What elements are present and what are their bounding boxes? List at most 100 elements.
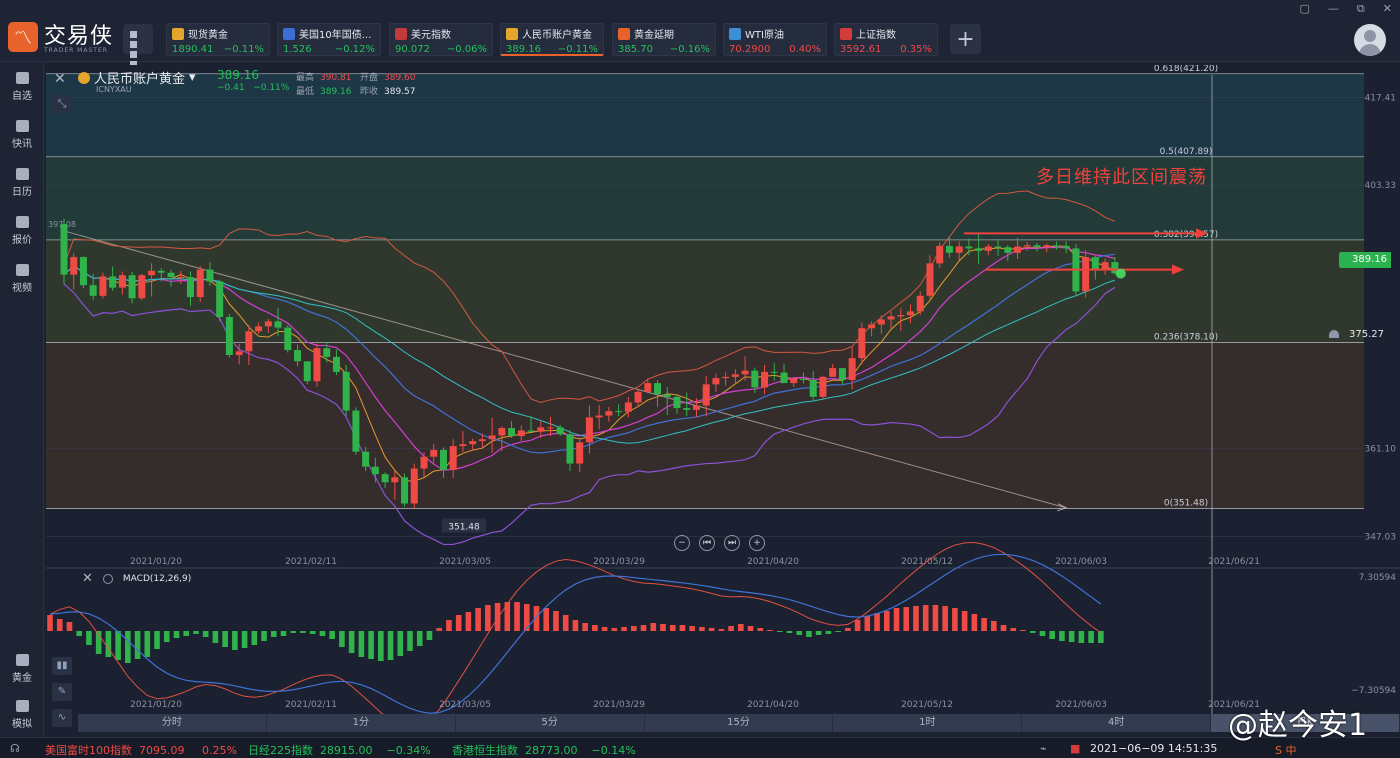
candle-body [313,348,321,382]
ime-indicator[interactable]: S 中 [1275,744,1297,757]
minimize-icon[interactable]: — [1327,2,1339,15]
sidebar-item-video[interactable]: 视频 [0,264,44,294]
macd-bar [358,631,365,657]
symbol-name[interactable]: 人民币账户黄金 ▾ [78,68,196,87]
left-sidebar: 自选 快讯 日历 报价 视频 黄金 模拟 [0,62,44,737]
pen-icon[interactable]: ✎ [52,683,72,701]
close-window-icon[interactable]: ✕ [1382,2,1392,15]
ticker-label: 现货黄金 [188,30,228,41]
macd-bar [718,629,725,631]
ohlc-label: 开盘 [360,73,379,83]
candle-body [537,427,545,432]
candle-body [1052,245,1060,247]
price-alert-tag[interactable]: 375.27 [1329,329,1384,340]
scroll-right-icon[interactable]: ⏭ [724,535,740,551]
status-item-nikkei[interactable]: 日经225指数 28915.00 −0.34% [248,742,431,758]
macd-dif-line [49,541,1102,727]
macd-bar [1010,628,1017,631]
ticker-values: 385.70 −0.16% [618,44,710,55]
macd-x-tick-label: 2021/05/12 [901,700,953,710]
app-logo[interactable]: 〽 交易侠 TRADER MASTER [8,22,114,54]
candle-body [371,466,379,475]
ohlc-low: 最低 389.16 [296,84,352,97]
period-tabs: 分时 1分 5分 15分 1时 4时 日K [78,714,1400,732]
macd-bar [261,631,267,641]
sidebar-item-news[interactable]: 快讯 [0,120,44,150]
drawing-tool-icon[interactable]: ⤡ [52,95,72,113]
ticker-card[interactable]: 人民币账户黄金 389.16 −0.11% [500,23,604,56]
candle-body [1091,257,1099,271]
y-tick-label: 417.41 [1365,93,1397,103]
layout-grid-button[interactable] [123,24,153,68]
close-indicator-icon[interactable]: ✕ [82,571,93,586]
macd-bar [56,619,63,631]
scroll-left-icon[interactable]: ⏮ [699,535,715,551]
candle-body [790,378,798,384]
ticker-card[interactable]: 黄金延期 385.70 −0.16% [612,23,716,56]
macd-bar [465,612,472,631]
zoom-in-icon[interactable]: + [749,535,765,551]
sidebar-item-label: 黄金 [12,673,32,684]
macd-bar [494,603,501,631]
macd-bar [1020,630,1026,631]
ohlc-value: 390.81 [320,73,352,83]
macd-bar [699,627,705,631]
ticker-card[interactable]: 上证指数 3592.61 0.35% [834,23,938,56]
headset-icon[interactable]: ☊ [10,742,20,755]
change-pct: −0.11% [253,83,290,93]
candle-body [936,245,944,264]
status-item-hangseng[interactable]: 香港恒生指数 28773.00 −0.14% [452,742,636,758]
range-top-arrowhead [1196,228,1208,239]
ticker-name: 美元指数 [395,26,487,41]
restore-icon[interactable]: ⧉ [1356,2,1365,15]
period-tab[interactable]: 1时 [833,714,1023,732]
ticker-card[interactable]: 现货黄金 1890.41 −0.11% [166,23,270,56]
ohlc-value: 389.57 [384,87,416,97]
zoom-out-icon[interactable]: − [674,535,690,551]
ticker-card[interactable]: 美元指数 90.072 −0.06% [389,23,493,56]
ticker-change: −0.11% [557,44,598,55]
period-tab[interactable]: 4时 [1022,714,1212,732]
indicator-chart-icon[interactable]: ▮▮ [52,657,72,675]
candle-body [712,378,720,385]
macd-bar [222,631,228,647]
sidebar-item-quote[interactable]: 报价 [0,216,44,246]
macd-bar [543,608,550,631]
ticker-values: 389.16 −0.11% [506,44,598,55]
sidebar-item-calendar[interactable]: 日历 [0,168,44,198]
x-tick-label: 2021/04/20 [747,557,799,567]
ticker-name: 上证指数 [840,26,932,41]
period-tab[interactable]: 分时 [78,714,267,732]
ticker-price: 1890.41 [172,44,214,55]
macd-bar [514,602,520,631]
macd-bar [86,631,92,645]
close-chart-icon[interactable]: ✕ [54,71,66,87]
candle-body [1062,245,1070,249]
macd-bar [202,631,209,637]
chart-canvas[interactable]: 0.618(421.20) 0.5(407.89) 0.382(394.57) 0.2… [46,65,1400,737]
macd-bar [553,611,559,631]
window-mode-icon[interactable]: ▢ [1299,2,1310,15]
status-item-ftse[interactable]: 美国富时100指数 7095.09 0.25% [45,742,237,758]
macd-bar [952,608,958,631]
x-tick-label: 2021/01/20 [130,557,182,567]
add-ticker-button[interactable]: + [950,24,981,54]
ticker-card[interactable]: WTI原油 70.2900 0.40% [723,23,827,56]
line-chart-icon[interactable]: ∿ [52,709,72,727]
symbol-change: −0.41 −0.11% [217,83,289,93]
period-tab[interactable]: 1分 [267,714,456,732]
sidebar-item-simulate[interactable]: 模拟 [0,700,44,730]
ticker-card[interactable]: 美国10年国债... 1.526 −0.12% [277,23,381,56]
user-avatar[interactable] [1354,24,1386,56]
sidebar-item-favorites[interactable]: 自选 [0,72,44,102]
indicator-settings-icon[interactable] [102,573,113,584]
macd-bar [942,606,948,631]
candle-body [1043,245,1051,248]
calendar-icon [15,168,29,180]
sidebar-item-gold[interactable]: 黄金 [0,654,44,684]
macd-bar [329,631,335,639]
candle-body [751,370,759,388]
period-tab[interactable]: 5分 [456,714,645,732]
period-tab[interactable]: 15分 [645,714,834,732]
logo-text: 交易侠 [44,24,114,49]
